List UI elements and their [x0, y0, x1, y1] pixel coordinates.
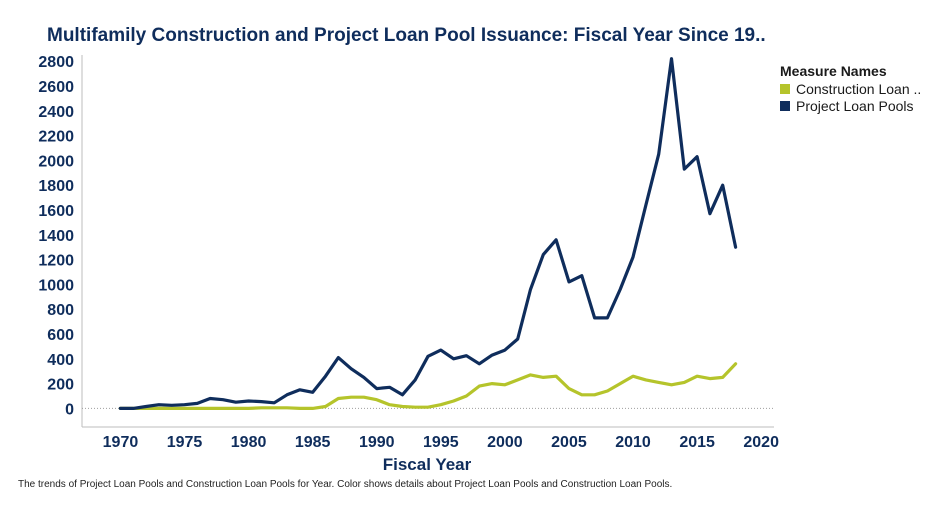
- legend-swatch: [780, 83, 790, 94]
- y-tick-label: 1800: [38, 178, 74, 195]
- x-tick-label: 2010: [615, 434, 651, 451]
- tick-labels: 0 200 400 600 800 1000 1200 1400 1600 1800 2000 220…: [38, 54, 779, 451]
- y-tick-label: 1200: [38, 253, 74, 270]
- legend-label: Construction Loan ..: [796, 80, 922, 97]
- chart-title: Multifamily Construction and Project Loa…: [47, 25, 766, 46]
- legend-item-construction-loan[interactable]: Construction Loan ..: [780, 80, 921, 97]
- x-axis-label: Fiscal Year: [383, 455, 472, 474]
- series-line-project-loan-pools[interactable]: [118, 57, 738, 410]
- y-tick-label: 400: [47, 352, 74, 369]
- x-tick-label: 1975: [167, 434, 203, 451]
- y-tick-label: 2600: [38, 79, 74, 96]
- y-tick-label: 1600: [38, 203, 74, 220]
- y-tick-label: 1000: [38, 277, 74, 294]
- legend-item-project-loan-pools[interactable]: Project Loan Pools: [780, 97, 921, 114]
- x-tick-label: 2015: [679, 434, 715, 451]
- x-tick-label: 1985: [295, 434, 331, 451]
- x-tick-label: 1990: [359, 434, 395, 451]
- y-tick-label: 2000: [38, 153, 74, 170]
- y-tick-label: 1400: [38, 228, 74, 245]
- legend: Measure Names Construction Loan .. Proje…: [780, 63, 921, 114]
- y-tick-label: 800: [47, 302, 74, 319]
- y-tick-label: 0: [65, 401, 74, 418]
- legend-label: Project Loan Pools: [796, 97, 914, 114]
- y-tick-label: 2800: [38, 54, 74, 71]
- series-lines: [118, 57, 738, 410]
- legend-swatch: [780, 100, 790, 111]
- x-tick-label: 1995: [423, 434, 459, 451]
- x-tick-label: 1970: [103, 434, 139, 451]
- series-line-construction-loan[interactable]: [118, 362, 738, 410]
- legend-title: Measure Names: [780, 63, 887, 79]
- y-tick-label: 2400: [38, 104, 74, 121]
- x-tick-label: 2000: [487, 434, 523, 451]
- x-tick-label: 1980: [231, 434, 267, 451]
- x-tick-label: 2005: [551, 434, 587, 451]
- footnote: The trends of Project Loan Pools and Con…: [18, 479, 673, 490]
- axes: [81, 55, 774, 428]
- x-tick-label: 2020: [743, 434, 779, 451]
- y-tick-label: 2200: [38, 129, 74, 146]
- y-tick-label: 200: [47, 377, 74, 394]
- y-tick-label: 600: [47, 327, 74, 344]
